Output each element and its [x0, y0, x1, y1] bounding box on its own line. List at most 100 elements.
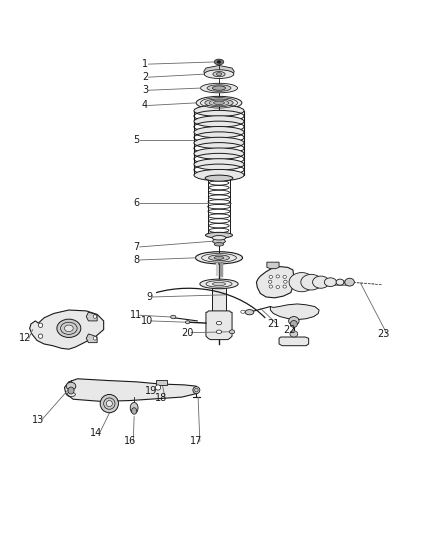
Text: 17: 17 [190, 437, 202, 447]
Ellipse shape [268, 280, 272, 283]
Ellipse shape [214, 243, 224, 246]
Polygon shape [212, 238, 226, 244]
Ellipse shape [276, 275, 279, 278]
Ellipse shape [345, 278, 354, 286]
Ellipse shape [155, 385, 161, 390]
Ellipse shape [185, 321, 190, 324]
Text: 16: 16 [124, 437, 136, 447]
Text: 23: 23 [377, 329, 390, 339]
Polygon shape [86, 334, 97, 343]
Ellipse shape [208, 255, 230, 261]
Ellipse shape [39, 323, 43, 327]
Ellipse shape [212, 86, 226, 90]
Ellipse shape [93, 315, 97, 318]
Ellipse shape [196, 96, 242, 109]
Ellipse shape [100, 394, 118, 413]
Text: 9: 9 [146, 292, 152, 302]
Text: 11: 11 [130, 310, 142, 320]
Ellipse shape [200, 279, 238, 289]
Polygon shape [206, 311, 232, 340]
Text: 13: 13 [32, 415, 45, 425]
Ellipse shape [193, 386, 200, 393]
Ellipse shape [214, 101, 224, 104]
Ellipse shape [217, 61, 221, 63]
Text: 14: 14 [90, 428, 102, 438]
Ellipse shape [205, 99, 233, 107]
Ellipse shape [216, 72, 222, 76]
Ellipse shape [336, 279, 344, 285]
Polygon shape [204, 66, 234, 75]
Ellipse shape [106, 400, 113, 407]
Text: 20: 20 [181, 328, 194, 337]
Ellipse shape [245, 310, 254, 315]
Text: 10: 10 [141, 316, 153, 326]
Ellipse shape [57, 319, 81, 337]
Ellipse shape [205, 175, 233, 181]
Polygon shape [212, 285, 226, 312]
Text: 6: 6 [133, 198, 139, 208]
Text: 1: 1 [142, 59, 148, 69]
Ellipse shape [230, 330, 235, 334]
Text: 18: 18 [155, 393, 168, 403]
Ellipse shape [214, 256, 224, 260]
Polygon shape [156, 379, 167, 385]
Text: 4: 4 [142, 100, 148, 110]
Ellipse shape [269, 276, 272, 278]
Ellipse shape [283, 285, 286, 288]
Ellipse shape [66, 382, 76, 390]
Ellipse shape [194, 116, 244, 127]
Ellipse shape [93, 336, 97, 340]
Polygon shape [270, 304, 319, 320]
Ellipse shape [213, 71, 225, 77]
Ellipse shape [207, 85, 231, 91]
Ellipse shape [39, 334, 43, 338]
Ellipse shape [194, 126, 244, 138]
Polygon shape [86, 312, 97, 321]
Ellipse shape [212, 282, 226, 286]
Ellipse shape [324, 278, 336, 287]
Ellipse shape [214, 59, 224, 65]
Ellipse shape [130, 402, 138, 414]
Text: 8: 8 [133, 255, 139, 265]
Ellipse shape [289, 272, 314, 292]
Ellipse shape [290, 331, 298, 337]
Ellipse shape [194, 159, 244, 170]
Ellipse shape [284, 280, 287, 283]
Polygon shape [256, 266, 294, 298]
Ellipse shape [301, 274, 322, 290]
Text: 5: 5 [133, 135, 139, 146]
Ellipse shape [212, 236, 226, 240]
Ellipse shape [269, 285, 272, 288]
Polygon shape [279, 337, 309, 346]
Ellipse shape [171, 315, 176, 319]
Ellipse shape [276, 286, 279, 288]
Ellipse shape [216, 321, 222, 325]
Text: 19: 19 [145, 386, 158, 397]
Ellipse shape [131, 408, 137, 414]
Text: 7: 7 [133, 242, 139, 252]
Ellipse shape [68, 387, 74, 394]
Ellipse shape [201, 83, 237, 93]
Ellipse shape [283, 276, 286, 278]
Text: 12: 12 [19, 333, 32, 343]
Ellipse shape [194, 169, 244, 181]
Ellipse shape [194, 105, 244, 116]
Ellipse shape [241, 310, 245, 313]
Ellipse shape [194, 137, 244, 149]
Ellipse shape [216, 330, 222, 334]
Ellipse shape [194, 148, 244, 159]
Ellipse shape [195, 252, 243, 264]
Ellipse shape [290, 320, 297, 327]
Ellipse shape [313, 276, 329, 288]
Ellipse shape [289, 317, 299, 325]
Polygon shape [267, 262, 279, 269]
Ellipse shape [64, 325, 73, 332]
Text: 21: 21 [267, 319, 279, 329]
Polygon shape [64, 379, 196, 401]
Ellipse shape [205, 232, 233, 238]
Text: 2: 2 [142, 72, 148, 82]
Ellipse shape [204, 70, 234, 78]
Text: 3: 3 [142, 85, 148, 95]
Text: 22: 22 [283, 325, 296, 335]
Polygon shape [30, 310, 104, 349]
